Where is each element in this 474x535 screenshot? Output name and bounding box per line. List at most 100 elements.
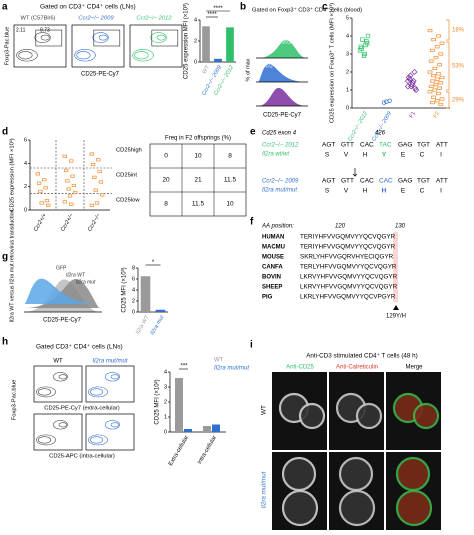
cell — [395, 456, 431, 492]
y-tick-label: 4 — [194, 17, 197, 23]
point — [428, 59, 434, 63]
bracket — [446, 91, 450, 109]
bracket — [446, 41, 450, 91]
gate — [35, 29, 63, 47]
point — [439, 75, 445, 79]
codon: ATT — [436, 178, 448, 185]
contour — [98, 34, 108, 41]
species-name: HUMAN — [262, 235, 284, 241]
point — [430, 48, 435, 52]
point — [365, 33, 371, 39]
y-tick-label: 4 — [164, 369, 167, 375]
table-cell: 21 — [194, 177, 202, 184]
species-name: MOUSE — [262, 255, 284, 261]
column-label: Anti-Calreticulin — [336, 365, 378, 371]
x-tick-label: Ccr2−/− — [87, 212, 102, 233]
panel-label: f — [250, 217, 254, 228]
flow-plot — [85, 365, 135, 403]
contour — [38, 388, 52, 396]
point — [44, 199, 50, 203]
x-tick-label: Ccr2−/− 2009 — [371, 111, 393, 143]
y-tick-label: 4 — [346, 33, 349, 39]
contour — [156, 34, 166, 41]
histogram-label: GFP — [56, 265, 67, 271]
x-tick-label: Ccr2−/− 2012 — [347, 111, 369, 143]
quadrant-value: 2.11 — [16, 27, 26, 33]
amino-acid: V — [344, 188, 349, 195]
codon: CAC — [360, 142, 374, 149]
amino-acid: H — [363, 188, 368, 195]
point — [100, 193, 105, 197]
point — [361, 53, 367, 58]
y-tick-label: 2 — [346, 69, 349, 75]
amino-acid: S — [325, 152, 330, 159]
position-mark: 130 — [395, 224, 406, 230]
codon: AGT — [322, 142, 335, 149]
contour — [52, 420, 68, 430]
contour — [18, 51, 33, 60]
bracket-label: 18% — [452, 28, 465, 34]
point — [439, 97, 445, 101]
point — [434, 45, 440, 49]
contour — [74, 49, 96, 62]
y-tick-label: 4 — [24, 161, 27, 167]
bracket-label: 53% — [452, 64, 465, 70]
codon: GTT — [341, 142, 354, 149]
position-mark: 120 — [335, 224, 346, 230]
amino-acid: H — [363, 152, 368, 159]
y-axis-label: Foxp3-Pac.blue — [4, 27, 10, 66]
histogram — [258, 63, 306, 82]
gate — [93, 29, 121, 47]
plot-label: WT (C57Bl/6) — [20, 16, 55, 22]
point — [67, 194, 73, 198]
y-tick-label: 0 — [346, 105, 349, 111]
point — [70, 174, 75, 178]
arrow — [352, 168, 358, 177]
contour — [76, 51, 91, 60]
panel-label: b — [240, 2, 246, 13]
contour — [110, 422, 119, 428]
genotype-label: Il2ra wt/wt — [262, 152, 289, 158]
codon: GAG — [398, 178, 412, 185]
highlight — [393, 232, 398, 302]
panel-title: Il2ra WT versus Il2ra mut retrovirus tra… — [9, 209, 15, 322]
table-cell: 0 — [164, 153, 168, 160]
point — [96, 158, 101, 162]
point — [432, 88, 438, 92]
codon: CAC — [379, 178, 393, 185]
bar — [214, 58, 222, 62]
significance: **** — [213, 6, 223, 12]
legend-entry: WT — [214, 358, 224, 364]
table-cell: 20 — [162, 177, 170, 184]
table-cell: 11.5 — [192, 201, 205, 208]
point — [436, 72, 441, 76]
contour — [104, 372, 120, 382]
sequence: SKRLYHFVVGQRVHYECIQGYR — [300, 254, 394, 261]
point — [436, 34, 441, 38]
sequence: TERIYHFVVGQMVYYQCVQGYR — [300, 244, 396, 251]
y-tick-label: 1 — [346, 87, 349, 93]
point — [437, 86, 442, 90]
sequence: LKRVYHFVVGQMVYYQCVQGYR — [300, 274, 398, 281]
bar — [202, 26, 210, 62]
point — [63, 168, 69, 172]
y-axis-label: CD25 MFI (×10²) — [155, 379, 161, 424]
point — [98, 180, 104, 184]
point — [39, 201, 44, 205]
point — [62, 200, 67, 204]
point — [411, 68, 418, 76]
x-tick-label: Extra-cellular — [168, 435, 190, 467]
amino-acid: E — [401, 188, 406, 195]
point — [90, 162, 96, 167]
y-tick-label: 4 — [132, 287, 135, 293]
contour — [58, 374, 67, 380]
cell — [298, 402, 326, 430]
point — [69, 159, 74, 163]
panel-label: d — [2, 127, 8, 138]
contour — [132, 49, 154, 62]
mutation-label: 129Y/H — [386, 314, 406, 320]
point — [433, 56, 439, 60]
y-axis-label: Foxp3-Pac.blue — [12, 380, 18, 421]
point — [437, 63, 442, 67]
point — [430, 101, 435, 105]
